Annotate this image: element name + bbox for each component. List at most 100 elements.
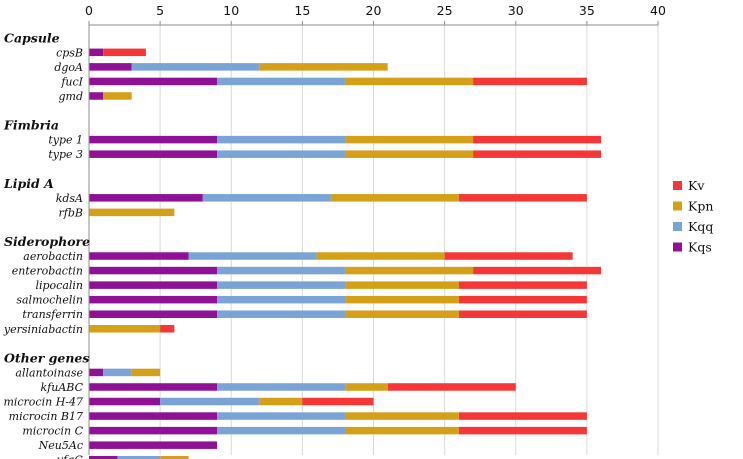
x-tick-label: 25 bbox=[437, 3, 453, 18]
x-tick-label: 40 bbox=[650, 3, 666, 18]
bar-segment-kpn bbox=[345, 77, 474, 86]
group-label: Fimbria bbox=[3, 118, 59, 133]
category-label: microcin B17 bbox=[9, 410, 83, 423]
legend-swatch bbox=[673, 201, 682, 211]
bar-segment-kqs bbox=[89, 310, 218, 318]
bar-segment-kv bbox=[387, 383, 516, 391]
bar-segment-kqs bbox=[89, 135, 218, 144]
legend-label: Kpn bbox=[688, 199, 713, 214]
bar-segment-kqq bbox=[217, 77, 346, 86]
bar-segment-kqs bbox=[89, 426, 218, 435]
x-tick-label: 10 bbox=[223, 3, 239, 18]
bar-segment-kpn bbox=[330, 194, 459, 202]
category-label: yfgG bbox=[56, 454, 83, 459]
category-label: enterobactin bbox=[12, 265, 83, 278]
bar-segment-kqs bbox=[89, 383, 218, 391]
group-label: Other genes bbox=[4, 350, 89, 365]
bar-segment-kpn bbox=[103, 92, 132, 100]
category-label: transferrin bbox=[22, 308, 83, 321]
bar-segment-kqs bbox=[89, 368, 104, 377]
bar-segment-kqq bbox=[217, 412, 346, 420]
bar-segment-kqq bbox=[188, 252, 317, 260]
x-tick-label: 0 bbox=[85, 3, 93, 18]
bar-segment-kqq bbox=[217, 295, 346, 304]
bar-segment-kqq bbox=[217, 150, 346, 158]
category-label: fucI bbox=[60, 75, 83, 88]
bar-segment-kqs bbox=[89, 412, 218, 420]
bar-segment-kqs bbox=[89, 266, 218, 275]
legend-label: Kv bbox=[688, 178, 705, 193]
bar-segment-kv bbox=[473, 266, 602, 275]
bar-segment-kqq bbox=[217, 266, 346, 275]
bar-segment-kpn bbox=[345, 383, 388, 391]
bar-segment-kqq bbox=[217, 281, 346, 289]
bar-segment-kpn bbox=[345, 295, 459, 304]
bar-segment-kqs bbox=[89, 150, 218, 158]
x-tick-label: 5 bbox=[156, 3, 164, 18]
bar-segment-kpn bbox=[345, 412, 459, 420]
bar-segment-kqq bbox=[217, 310, 346, 318]
bar-segment-kqs bbox=[89, 77, 218, 86]
bar-segment-kv bbox=[458, 194, 587, 202]
bar-segment-kqq bbox=[160, 397, 260, 406]
bar-segment-kv bbox=[458, 295, 587, 304]
bar-segment-kv bbox=[473, 150, 602, 158]
group-label: Capsule bbox=[4, 30, 60, 45]
bar-segment-kqq bbox=[217, 135, 346, 144]
bar-segment-kpn bbox=[160, 455, 189, 459]
bar-segment-kv bbox=[444, 252, 573, 260]
category-label: lipocalin bbox=[35, 279, 83, 292]
bar-segment-kpn bbox=[345, 281, 459, 289]
bar-segment-kpn bbox=[259, 397, 303, 406]
bar-segment-kpn bbox=[345, 310, 459, 318]
x-tick-label: 30 bbox=[508, 3, 524, 18]
bar-segment-kv bbox=[302, 397, 374, 406]
bar-segment-kv bbox=[473, 135, 602, 144]
bar-segment-kpn bbox=[316, 252, 445, 260]
bar-segment-kqs bbox=[89, 455, 118, 459]
category-label: gmd bbox=[58, 90, 83, 103]
bar-segment-kqq bbox=[217, 426, 346, 435]
legend-label: Kqs bbox=[688, 240, 712, 255]
legend-swatch bbox=[673, 181, 682, 190]
group-label: Siderophore bbox=[4, 234, 90, 249]
bar-segment-kqq bbox=[202, 194, 331, 202]
bar-segment-kqs bbox=[89, 397, 161, 406]
x-tick-label: 35 bbox=[579, 3, 595, 18]
bar-segment-kv bbox=[458, 310, 587, 318]
bar-segment-kv bbox=[473, 77, 587, 86]
bar-segment-kv bbox=[458, 412, 587, 420]
category-label: rfbB bbox=[59, 206, 83, 219]
legend-label: Kqq bbox=[688, 219, 713, 234]
bar-segment-kv bbox=[160, 325, 175, 333]
category-label: allantoinase bbox=[15, 366, 83, 379]
category-label: microcin C bbox=[22, 425, 83, 438]
bar-segment-kqq bbox=[217, 383, 346, 391]
bar-segment-kqs bbox=[89, 48, 104, 57]
category-label: kdsA bbox=[56, 192, 83, 205]
category-label: type 1 bbox=[48, 134, 83, 147]
bar-segment-kv bbox=[103, 48, 146, 57]
category-label: type 3 bbox=[48, 148, 83, 161]
x-axis: 0 5 10 15 20 25 30 35 40 bbox=[85, 3, 666, 455]
bar-segment-kpn bbox=[89, 208, 175, 217]
bar-segment-kqs bbox=[89, 92, 104, 100]
bar-segment-kpn bbox=[345, 135, 474, 144]
bar-segment-kqs bbox=[89, 63, 132, 71]
bar-segment-kpn bbox=[345, 266, 474, 275]
bar-segment-kpn bbox=[345, 150, 474, 158]
bar-segment-kpn bbox=[345, 426, 459, 435]
bar-segment-kqs bbox=[89, 295, 218, 304]
bar-segment-kqs bbox=[89, 281, 218, 289]
bar-segment-kv bbox=[458, 281, 587, 289]
category-label: salmochelin bbox=[16, 294, 83, 307]
bar-segment-kpn bbox=[131, 368, 161, 377]
x-tick-label: 15 bbox=[294, 3, 310, 18]
bar-segment-kqq bbox=[131, 63, 260, 71]
category-label: dgoA bbox=[54, 61, 83, 74]
category-label: cpsB bbox=[56, 46, 83, 59]
bar-segment-kqs bbox=[89, 194, 203, 202]
bar-segment-kqs bbox=[89, 252, 189, 260]
